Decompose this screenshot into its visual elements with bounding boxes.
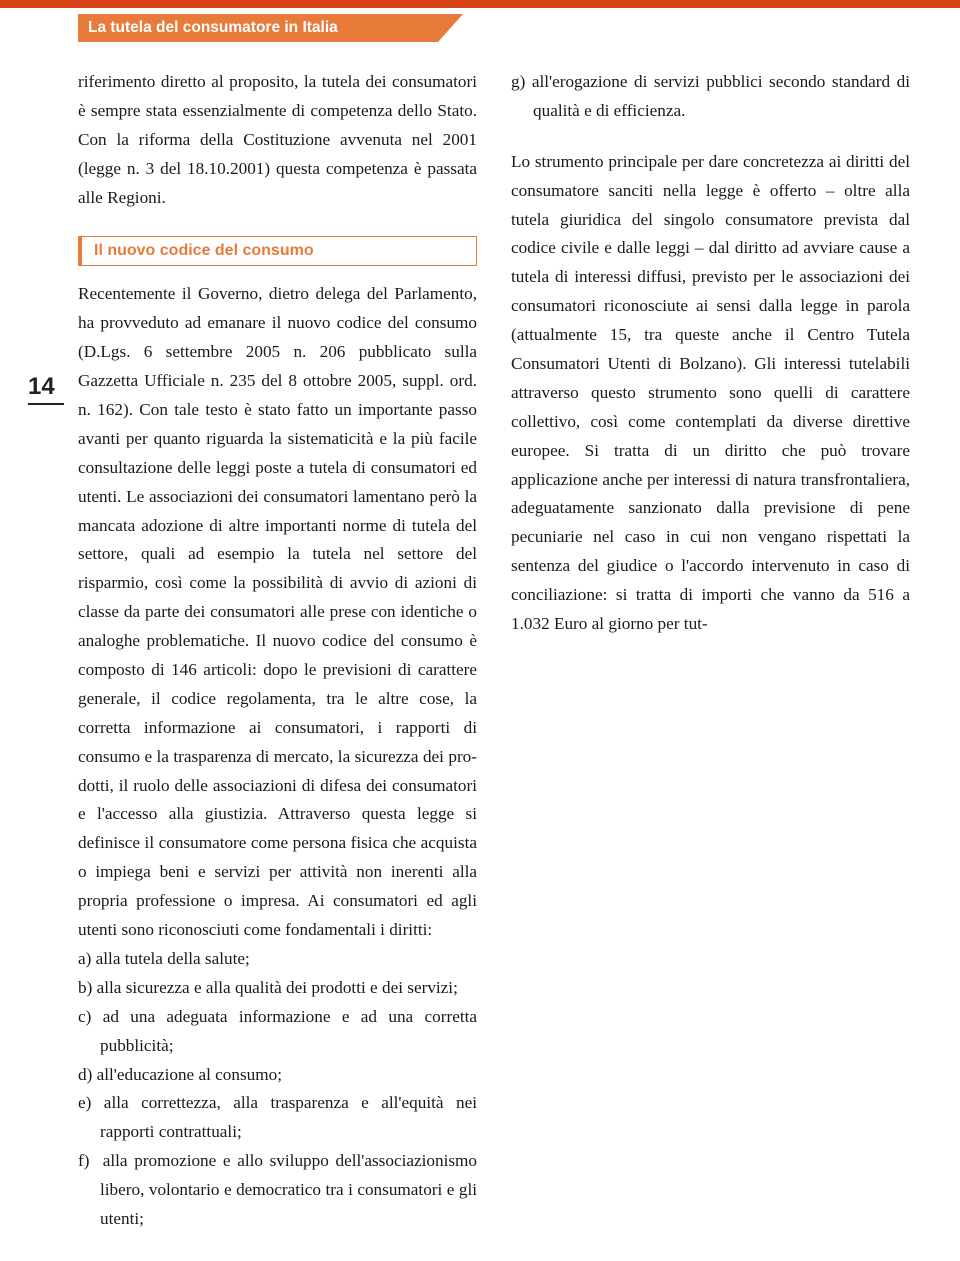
chapter-title: La tutela del consumatore in Italia [88, 19, 338, 36]
body-columns: riferimento diretto al proposito, la tut… [78, 68, 910, 1241]
paragraph-spacer [511, 126, 910, 148]
paragraph-instrument: Lo strumento principale per dare con­cre… [511, 148, 910, 639]
paragraph-main: Recentemente il Governo, dietro delega d… [78, 280, 477, 944]
list-item: e) alla correttezza, alla trasparenza e … [78, 1089, 477, 1147]
list-item: c) ad una adeguata informazione e ad una… [78, 1003, 477, 1061]
page-number: 14 [28, 373, 55, 401]
list-item: d) all'educazione al consumo; [78, 1061, 477, 1090]
section-heading-box: Il nuovo codice del consumo [78, 236, 477, 266]
paragraph-intro: riferimento diretto al proposito, la tut… [78, 68, 477, 212]
list-item: g) all'erogazione di servizi pubblici se… [511, 68, 910, 126]
list-item: f) alla promozione e allo sviluppo del­l… [78, 1147, 477, 1234]
section-heading: Il nuovo codice del consumo [94, 242, 314, 259]
top-accent-bar [0, 0, 960, 8]
list-item: b) alla sicurezza e alla qualità dei pro… [78, 974, 477, 1003]
list-item: a) alla tutela della salute; [78, 945, 477, 974]
chapter-tab: La tutela del consumatore in Italia [78, 14, 438, 42]
